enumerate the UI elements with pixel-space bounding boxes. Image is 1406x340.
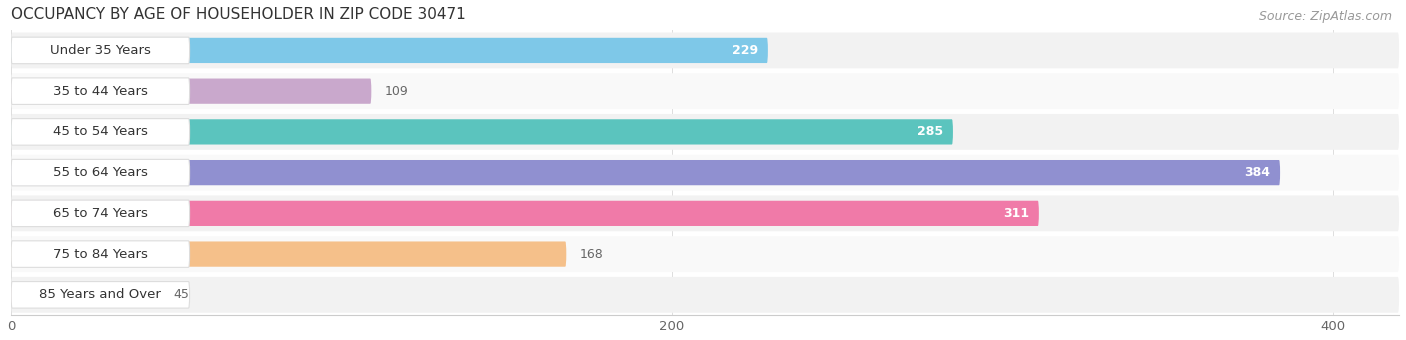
FancyBboxPatch shape	[11, 159, 190, 186]
FancyBboxPatch shape	[11, 236, 1399, 272]
FancyBboxPatch shape	[11, 201, 1039, 226]
Text: 55 to 64 Years: 55 to 64 Years	[53, 166, 148, 179]
Text: 109: 109	[385, 85, 408, 98]
Text: OCCUPANCY BY AGE OF HOUSEHOLDER IN ZIP CODE 30471: OCCUPANCY BY AGE OF HOUSEHOLDER IN ZIP C…	[11, 7, 465, 22]
Text: 285: 285	[917, 125, 943, 138]
Text: Source: ZipAtlas.com: Source: ZipAtlas.com	[1258, 10, 1392, 23]
FancyBboxPatch shape	[11, 282, 190, 308]
FancyBboxPatch shape	[11, 73, 1399, 109]
Text: 229: 229	[733, 44, 758, 57]
FancyBboxPatch shape	[11, 119, 953, 144]
FancyBboxPatch shape	[11, 282, 160, 307]
Text: 311: 311	[1002, 207, 1029, 220]
FancyBboxPatch shape	[11, 200, 190, 227]
Text: 45 to 54 Years: 45 to 54 Years	[53, 125, 148, 138]
FancyBboxPatch shape	[11, 241, 567, 267]
Text: 85 Years and Over: 85 Years and Over	[39, 288, 162, 301]
Text: 35 to 44 Years: 35 to 44 Years	[53, 85, 148, 98]
FancyBboxPatch shape	[11, 155, 1399, 190]
FancyBboxPatch shape	[11, 114, 1399, 150]
FancyBboxPatch shape	[11, 79, 371, 104]
Text: 168: 168	[579, 248, 603, 260]
FancyBboxPatch shape	[11, 277, 1399, 313]
FancyBboxPatch shape	[11, 33, 1399, 68]
Text: 45: 45	[173, 288, 188, 301]
FancyBboxPatch shape	[11, 195, 1399, 231]
FancyBboxPatch shape	[11, 38, 768, 63]
Text: Under 35 Years: Under 35 Years	[51, 44, 150, 57]
Text: 75 to 84 Years: 75 to 84 Years	[53, 248, 148, 260]
Text: 65 to 74 Years: 65 to 74 Years	[53, 207, 148, 220]
FancyBboxPatch shape	[11, 37, 190, 64]
FancyBboxPatch shape	[11, 241, 190, 267]
FancyBboxPatch shape	[11, 160, 1279, 185]
FancyBboxPatch shape	[11, 78, 190, 104]
Text: 384: 384	[1244, 166, 1270, 179]
FancyBboxPatch shape	[11, 119, 190, 145]
